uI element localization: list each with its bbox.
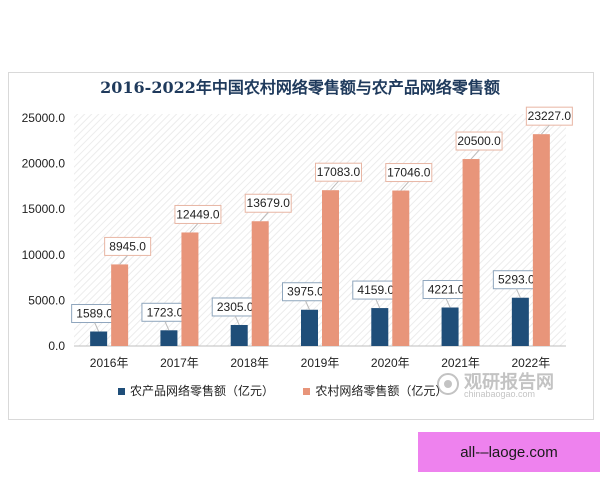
x-tick-label: 2021年 bbox=[441, 356, 480, 370]
data-label-leader bbox=[305, 300, 310, 310]
data-label-leader bbox=[540, 124, 550, 135]
watermark-text: 观研报告网 bbox=[464, 372, 554, 392]
data-label: 1589.0 bbox=[76, 307, 113, 321]
bar-agri bbox=[301, 309, 318, 346]
bar-rural bbox=[251, 221, 269, 346]
data-label-leader bbox=[189, 223, 199, 233]
data-label-leader bbox=[119, 255, 129, 265]
legend-label-rural: 农村网络零售额（亿元） bbox=[315, 384, 448, 398]
data-label-leader bbox=[234, 315, 240, 326]
data-label-leader bbox=[400, 181, 410, 191]
data-label-leader bbox=[259, 211, 269, 222]
data-label: 20500.0 bbox=[457, 134, 501, 148]
bar-agri bbox=[90, 331, 108, 346]
legend-swatch-rural bbox=[303, 388, 311, 396]
bar-agri bbox=[371, 308, 389, 346]
x-tick-label: 2016年 bbox=[90, 356, 129, 370]
overlay-banner: all-–laoge.com bbox=[418, 432, 600, 472]
y-tick-label: 25000.0 bbox=[22, 111, 66, 125]
data-label-leader bbox=[330, 180, 339, 191]
data-label: 23227.0 bbox=[528, 109, 572, 123]
bar-agri bbox=[511, 297, 529, 346]
watermark-logo: 观研报告网 chinabaogao.com bbox=[428, 368, 588, 402]
legend-item-rural: 农村网络零售额（亿元） bbox=[303, 382, 447, 399]
data-label-leader bbox=[375, 298, 381, 309]
legend-item-agri: 农产品网络零售额（亿元） bbox=[118, 382, 274, 399]
x-tick-label: 2018年 bbox=[230, 356, 269, 370]
x-tick-label: 2022年 bbox=[512, 356, 551, 370]
x-tick-label: 2020年 bbox=[371, 356, 410, 370]
y-tick-label: 20000.0 bbox=[22, 157, 66, 171]
bar-agri bbox=[230, 324, 248, 346]
data-label: 3975.0 bbox=[287, 285, 324, 299]
bar-rural bbox=[111, 264, 129, 346]
bar-rural bbox=[322, 190, 339, 346]
data-label-leader bbox=[515, 288, 521, 298]
data-label: 17046.0 bbox=[387, 166, 431, 180]
watermark-icon bbox=[437, 373, 459, 395]
x-tick-label: 2019年 bbox=[301, 356, 340, 370]
y-tick-label: 15000.0 bbox=[22, 202, 66, 216]
bar-agri bbox=[441, 307, 459, 346]
x-tick-label: 2017年 bbox=[160, 356, 199, 370]
y-tick-label: 5000.0 bbox=[28, 293, 65, 307]
data-label-leader bbox=[164, 321, 170, 331]
data-label: 12449.0 bbox=[176, 207, 220, 221]
data-label: 2305.0 bbox=[217, 300, 254, 314]
data-label: 1723.0 bbox=[147, 305, 184, 319]
data-label-leader bbox=[94, 322, 100, 332]
bar-agri bbox=[160, 330, 178, 346]
bar-rural bbox=[392, 190, 410, 346]
data-label-leader bbox=[470, 149, 480, 160]
data-label-leader bbox=[445, 298, 451, 308]
legend-swatch-agri bbox=[118, 388, 125, 396]
chart-title: 2016-2022年中国农村网络零售额与农产品网络零售额 bbox=[100, 78, 500, 97]
data-label: 17083.0 bbox=[317, 165, 361, 179]
data-label: 4159.0 bbox=[357, 283, 394, 297]
y-tick-label: 0.0 bbox=[48, 339, 65, 353]
bar-rural bbox=[532, 134, 550, 346]
legend: 农产品网络零售额（亿元） 农村网络零售额（亿元） bbox=[118, 382, 473, 399]
legend-label-agri: 农产品网络零售额（亿元） bbox=[130, 384, 275, 398]
data-label: 5293.0 bbox=[498, 273, 535, 287]
bar-rural bbox=[181, 232, 199, 346]
y-tick-label: 10000.0 bbox=[22, 248, 66, 262]
bar-rural bbox=[462, 159, 480, 346]
data-label: 4221.0 bbox=[428, 283, 465, 297]
data-label: 8945.0 bbox=[109, 239, 146, 253]
banner-text: all-–laoge.com bbox=[460, 443, 558, 461]
data-label: 13679.0 bbox=[247, 196, 291, 210]
watermark-url: chinabaogao.com bbox=[464, 389, 536, 399]
